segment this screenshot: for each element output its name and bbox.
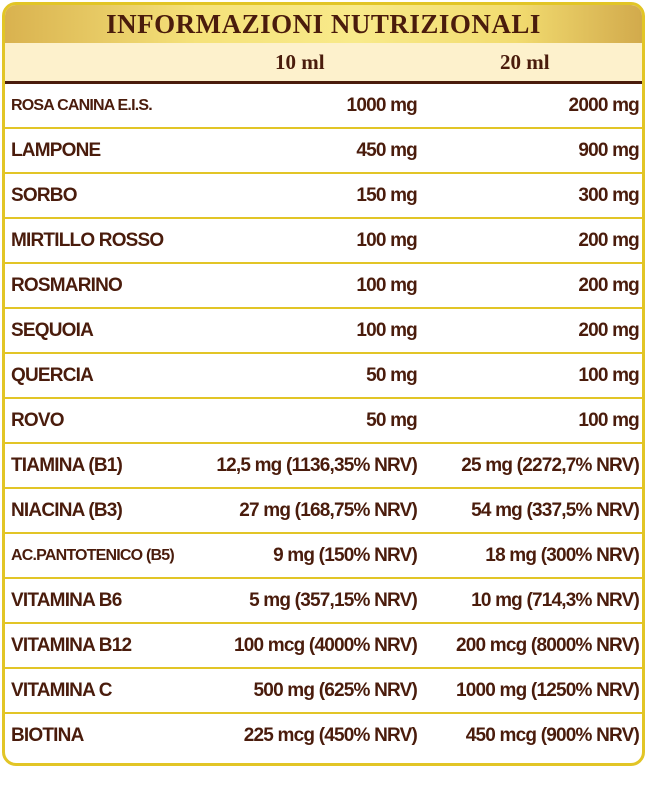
table-row: SEQUOIA 100 mg 200 mg: [5, 309, 642, 354]
value-10ml: 500 mg (625% NRV): [253, 680, 418, 701]
table-row: SORBO 150 mg 300 mg: [5, 174, 642, 219]
value-20ml: 100 mg: [578, 410, 639, 431]
value-10ml: 50 mg: [366, 410, 418, 431]
column-header-10ml: 10 ml: [275, 50, 325, 74]
column-header-row: 10 ml 20 ml: [5, 43, 642, 84]
row-name: LAMPONE: [11, 140, 101, 161]
value-20ml: 10 mg (714,3% NRV): [471, 590, 640, 611]
table-row: VITAMINA B6 5 mg (357,15% NRV) 10 mg (714,…: [5, 579, 642, 624]
value-20ml: 450 mcg (900% NRV): [465, 725, 640, 746]
value-10ml: 150 mg: [356, 185, 417, 206]
value-10ml: 450 mg: [356, 140, 417, 161]
table-row: VITAMINA B12 100 mcg (4000% NRV) 200 mcg (…: [5, 624, 642, 669]
table-row: ROSMARINO 100 mg 200 mg: [5, 264, 642, 309]
value-20ml: 200 mg: [578, 230, 639, 251]
value-20ml: 25 mg (2272,7% NRV): [461, 455, 640, 476]
value-20ml: 200 mg: [578, 275, 639, 296]
value-10ml: 9 mg (150% NRV): [273, 545, 418, 566]
value-10ml: 1000 mg: [346, 95, 418, 116]
value-20ml: 54 mg (337,5% NRV): [471, 500, 640, 521]
value-10ml: 100 mg: [356, 320, 417, 341]
value-20ml: 200 mcg (8000% NRV): [456, 635, 640, 656]
row-name: VITAMINA B12: [11, 635, 132, 656]
table-title: INFORMAZIONI NUTRIZIONALI: [5, 5, 642, 43]
table-row: LAMPONE 450 mg 900 mg: [5, 129, 642, 174]
row-name: ROVO: [11, 410, 65, 431]
row-name: ROSA CANINA E.I.S.: [11, 97, 153, 114]
value-10ml: 100 mcg (4000% NRV): [234, 635, 418, 656]
value-20ml: 2000 mg: [568, 95, 640, 116]
row-name: VITAMINA B6: [11, 590, 122, 611]
row-name: VITAMINA C: [11, 680, 113, 701]
row-name: NIACINA (B3): [11, 500, 123, 521]
row-name: TIAMINA (B1): [11, 455, 123, 476]
row-name: SORBO: [11, 185, 77, 206]
table-row: NIACINA (B3) 27 mg (168,75% NRV) 54 mg (33…: [5, 489, 642, 534]
row-name: MIRTILLO ROSSO: [11, 230, 164, 251]
value-20ml: 1000 mg (1250% NRV): [456, 680, 640, 701]
value-10ml: 225 mcg (450% NRV): [243, 725, 418, 746]
table-row: TIAMINA (B1) 12,5 mg (1136,35% NRV) 25 mg …: [5, 444, 642, 489]
table-row: BIOTINA 225 mcg (450% NRV) 450 mcg (900% N…: [5, 714, 642, 759]
row-name: AC.PANTOTENICO (B5): [11, 547, 175, 564]
table-row: AC.PANTOTENICO (B5) 9 mg (150% NRV) 18 mg …: [5, 534, 642, 579]
value-20ml: 900 mg: [578, 140, 639, 161]
value-20ml: 200 mg: [578, 320, 639, 341]
value-10ml: 100 mg: [356, 275, 417, 296]
table-row: VITAMINA C 500 mg (625% NRV) 1000 mg (1250…: [5, 669, 642, 714]
value-10ml: 50 mg: [366, 365, 418, 386]
table-row: ROSA CANINA E.I.S. 1000 mg 2000 mg: [5, 84, 642, 129]
value-10ml: 12,5 mg (1136,35% NRV): [216, 455, 417, 476]
value-10ml: 5 mg (357,15% NRV): [249, 590, 418, 611]
row-name: ROSMARINO: [11, 275, 123, 296]
row-name: BIOTINA: [11, 725, 84, 746]
value-10ml: 27 mg (168,75% NRV): [239, 500, 418, 521]
table-row: QUERCIA 50 mg 100 mg: [5, 354, 642, 399]
table-body: ROSA CANINA E.I.S. 1000 mg 2000 mg LAMPONE 4…: [5, 84, 642, 759]
row-name: QUERCIA: [11, 365, 94, 386]
table-row: ROVO 50 mg 100 mg: [5, 399, 642, 444]
column-header-20ml: 20 ml: [500, 50, 550, 74]
value-10ml: 100 mg: [356, 230, 417, 251]
table-row: MIRTILLO ROSSO 100 mg 200 mg: [5, 219, 642, 264]
value-20ml: 300 mg: [578, 185, 639, 206]
nutrition-table: INFORMAZIONI NUTRIZIONALI 10 ml 20 ml RO…: [2, 2, 645, 766]
value-20ml: 18 mg (300% NRV): [485, 545, 640, 566]
row-name: SEQUOIA: [11, 320, 94, 341]
value-20ml: 100 mg: [578, 365, 639, 386]
